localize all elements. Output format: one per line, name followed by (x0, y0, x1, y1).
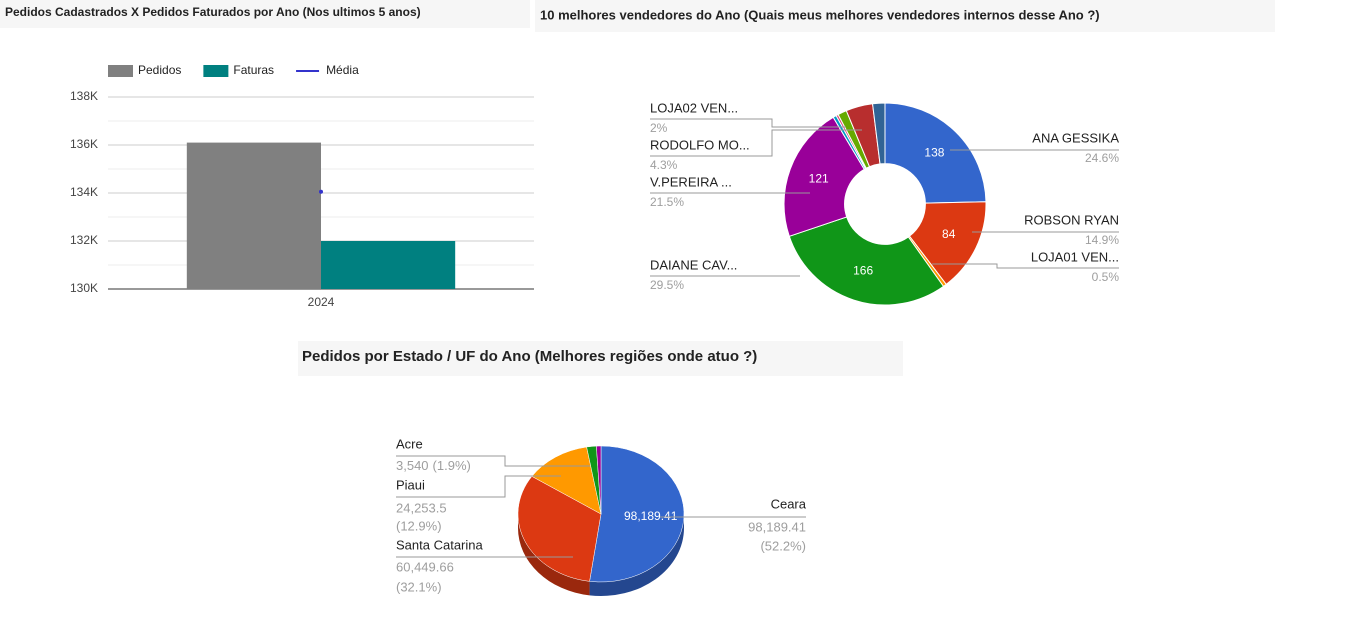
slice-name: LOJA01 VEN... (1031, 249, 1119, 264)
slice-name: Piaui (396, 477, 425, 492)
percent-label: 0.5% (1092, 270, 1120, 284)
percent-label: (12.9%) (396, 518, 442, 533)
legend-label: Faturas (233, 63, 274, 77)
slice-name: DAIANE CAV... (650, 257, 737, 272)
percent-label: 29.5% (650, 278, 684, 292)
leader-line (396, 455, 590, 467)
percent-label: 4.3% (650, 158, 678, 172)
slice (783, 116, 865, 237)
percent-label: (32.1%) (396, 579, 442, 594)
slice (884, 102, 987, 204)
leader-line (396, 475, 561, 498)
slice (531, 446, 602, 515)
header-band (535, 0, 1275, 32)
value-label: 3,540 (396, 458, 429, 473)
legend-label: Pedidos (138, 63, 181, 77)
slice-side (589, 514, 684, 596)
bar (186, 142, 321, 289)
legend-swatch (203, 65, 229, 77)
slice-label: 84 (942, 227, 956, 241)
slice-name: Acre (396, 436, 423, 451)
slice-label: 121 (809, 172, 829, 186)
slice-label: 166 (853, 263, 873, 277)
slice-name: V.PEREIRA ... (650, 174, 732, 189)
y-tick-label: 130K (70, 281, 98, 295)
slice-name: Santa Catarina (396, 537, 483, 552)
leader-line (650, 118, 846, 128)
slice (788, 216, 945, 306)
percent-label: 14.9% (1085, 233, 1119, 247)
y-tick-label: 138K (70, 89, 98, 103)
percent-label: (1.9%) (433, 458, 471, 473)
slice-label: 98,189.41 (624, 509, 678, 523)
bar (321, 241, 456, 289)
mean-point (319, 189, 323, 194)
y-tick-label: 132K (70, 233, 98, 247)
slice (517, 476, 602, 582)
leader-line (932, 263, 1119, 269)
slice-detail: 3,540 (1.9%) (396, 458, 471, 473)
slice-label: 138 (924, 146, 944, 160)
value-label: 98,189.41 (748, 519, 806, 534)
value-label: 24,253.5 (396, 500, 447, 515)
slice-name: ANA GESSIKA (1032, 130, 1119, 145)
y-tick-label: 134K (70, 185, 98, 199)
percent-label: 2% (650, 121, 668, 135)
leader-line (650, 129, 862, 157)
slice-name: LOJA02 VEN... (650, 100, 738, 115)
x-tick-label: 2024 (308, 295, 335, 309)
percent-label: (52.2%) (760, 538, 806, 553)
slice (872, 102, 886, 165)
slice-side (518, 514, 590, 596)
chart-title: Pedidos por Estado / UF do Ano (Melhores… (302, 348, 757, 365)
slice-name: Ceara (771, 496, 807, 511)
slice-name: RODOLFO MO... (650, 137, 750, 152)
value-label: 60,449.66 (396, 559, 454, 574)
header-band (298, 341, 903, 376)
legend-label: Média (326, 63, 359, 77)
slice (596, 445, 602, 515)
slice-name: ROBSON RYAN (1024, 212, 1119, 227)
chart-title: 10 melhores vendedores do Ano (Quais meu… (540, 7, 1100, 22)
percent-label: 21.5% (650, 195, 684, 209)
legend-swatch (108, 65, 133, 77)
chart-title: Pedidos Cadastrados X Pedidos Faturados … (5, 5, 421, 19)
percent-label: 24.6% (1085, 151, 1119, 165)
y-tick-label: 136K (70, 137, 98, 151)
header-band (0, 0, 530, 28)
slice (589, 445, 685, 583)
